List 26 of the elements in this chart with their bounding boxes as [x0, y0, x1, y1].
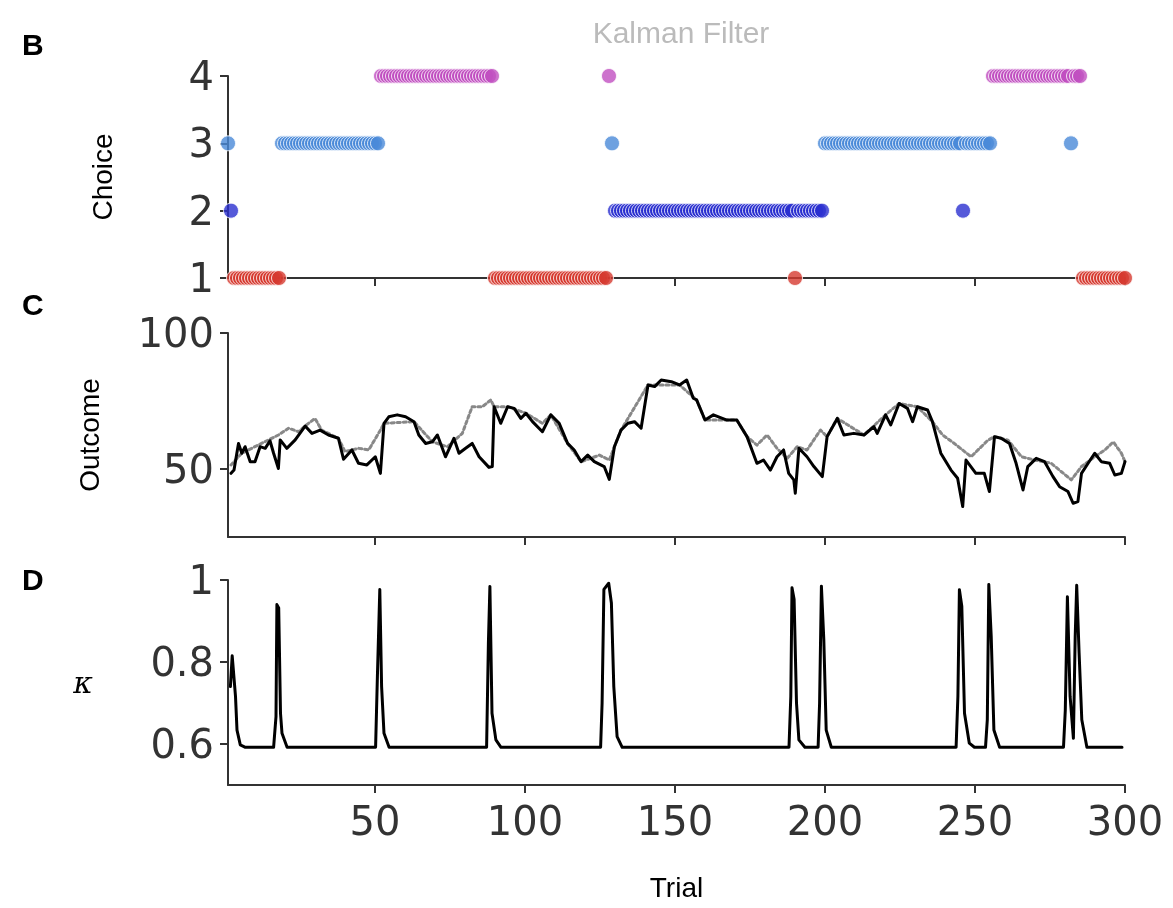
y-tick-label: 3 [188, 120, 214, 167]
x-tick-label: 300 [1086, 798, 1164, 844]
line-series [229, 378, 1127, 509]
y-tick-label: 50 [163, 446, 214, 492]
y-tick-label: 4 [188, 53, 214, 99]
y-tick-label: 0.6 [150, 721, 214, 767]
y-axis-title: κ [72, 665, 94, 700]
x-tick-label: 200 [786, 798, 864, 844]
x-tick-label: 100 [486, 798, 564, 844]
x-tick-label: 150 [636, 798, 714, 844]
x-tick-label: 250 [936, 798, 1014, 844]
line-series [228, 581, 1124, 749]
text: B [22, 27, 44, 61]
x-axis-title: Trial [649, 871, 704, 903]
y-axis-title: Choice [86, 133, 118, 221]
y-tick-label: 100 [137, 310, 214, 356]
text: C [22, 287, 44, 321]
y-tick-label: 1 [188, 255, 214, 301]
y-tick-label: 2 [188, 187, 214, 234]
line-series [229, 383, 1127, 482]
y-tick-label: 0.8 [150, 639, 214, 685]
chart-title: Kalman Filter [592, 15, 770, 49]
x-tick-label: 50 [349, 798, 401, 844]
text: D [22, 562, 44, 596]
y-tick-label: 1 [188, 557, 214, 603]
y-axis-title: Outcome [73, 378, 105, 492]
